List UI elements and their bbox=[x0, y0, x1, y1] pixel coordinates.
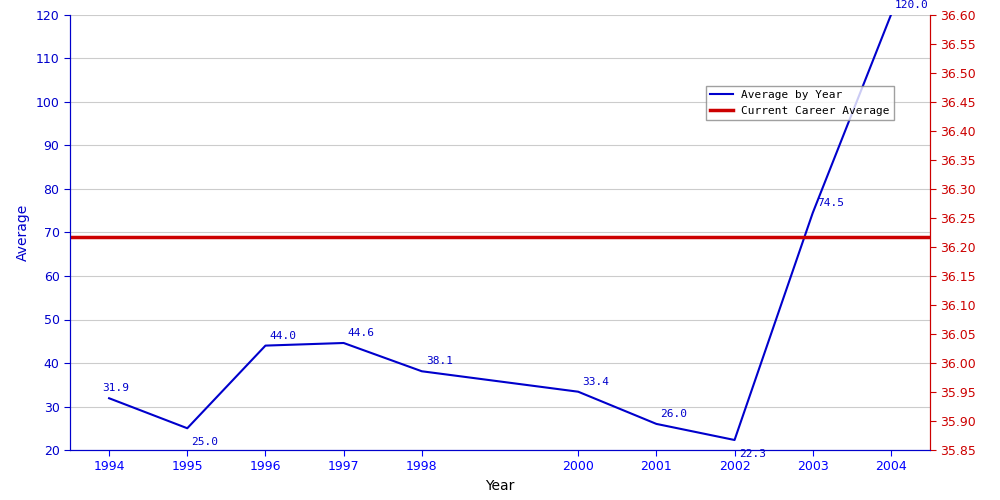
Average by Year bbox=[416, 368, 428, 374]
Average by Year bbox=[650, 421, 662, 427]
Text: 33.4: 33.4 bbox=[582, 377, 609, 387]
Text: 22.3: 22.3 bbox=[739, 448, 766, 458]
Text: 38.1: 38.1 bbox=[426, 356, 453, 366]
Text: 31.9: 31.9 bbox=[102, 384, 129, 394]
Text: 25.0: 25.0 bbox=[191, 437, 218, 447]
Average by Year bbox=[338, 340, 350, 346]
Line: Average by Year: Average by Year bbox=[109, 15, 891, 440]
Average by Year bbox=[885, 12, 897, 18]
Text: 26.0: 26.0 bbox=[661, 409, 688, 419]
Text: 120.0: 120.0 bbox=[895, 0, 929, 10]
Y-axis label: Average: Average bbox=[16, 204, 30, 261]
Average by Year bbox=[181, 425, 193, 431]
Average by Year bbox=[259, 342, 271, 348]
Average by Year bbox=[103, 395, 115, 401]
X-axis label: Year: Year bbox=[485, 479, 515, 493]
Text: 44.0: 44.0 bbox=[270, 330, 297, 340]
Legend: Average by Year, Current Career Average: Average by Year, Current Career Average bbox=[706, 86, 894, 120]
Text: 74.5: 74.5 bbox=[817, 198, 844, 208]
Average by Year bbox=[572, 388, 584, 394]
Text: 44.6: 44.6 bbox=[348, 328, 375, 338]
Average by Year bbox=[729, 437, 741, 443]
Average by Year bbox=[807, 210, 819, 216]
